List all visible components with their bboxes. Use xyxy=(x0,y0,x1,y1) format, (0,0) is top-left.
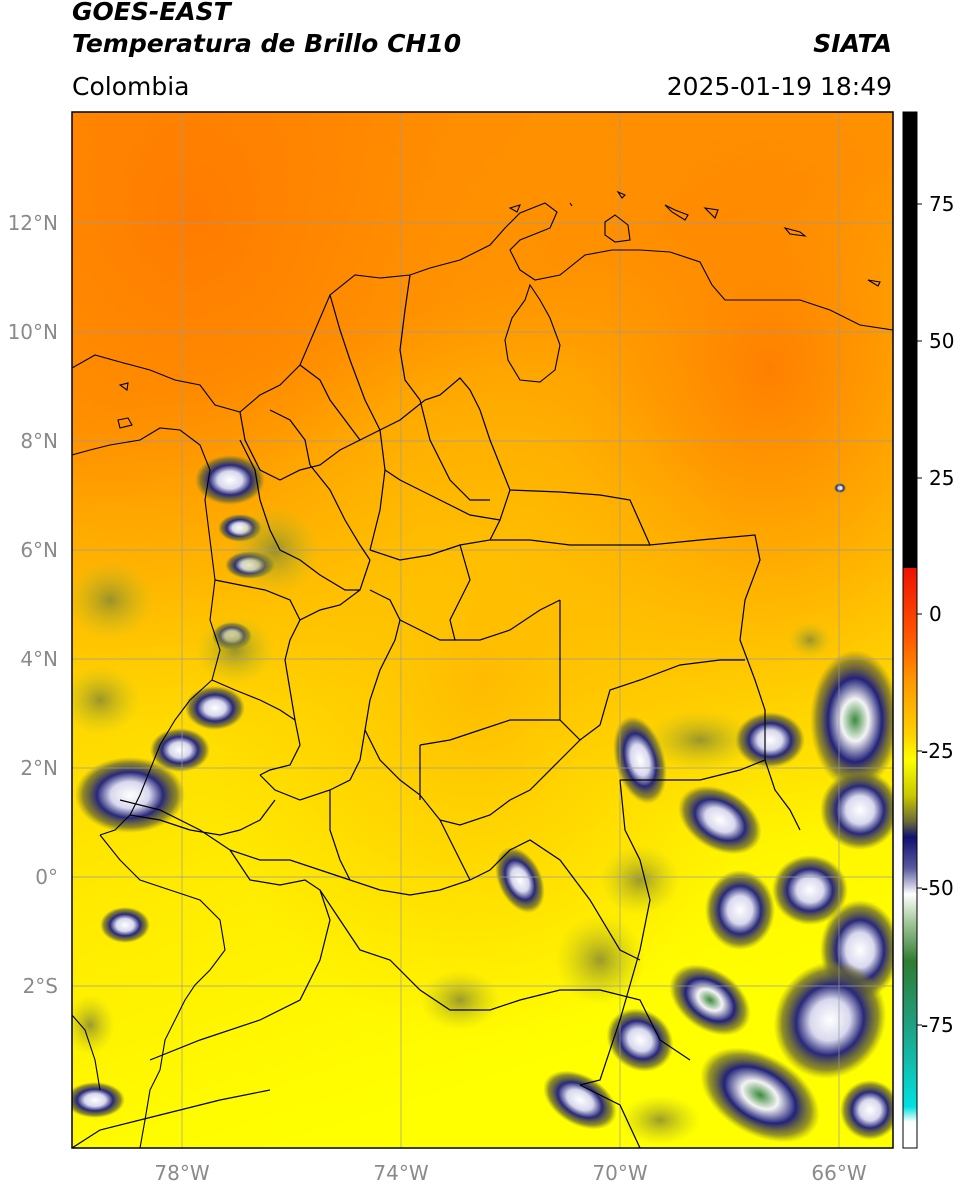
colorbar: 75 50 25 0 -25 -50 -75 xyxy=(902,111,954,1149)
cloud-clusters xyxy=(72,455,893,1145)
colorbar-tick-label: -75 xyxy=(921,1013,954,1037)
timestamp-label: 2025-01-19 18:49 xyxy=(667,72,892,101)
figure-header: GOES-EAST Temperatura de Brillo CH10 Col… xyxy=(72,0,892,101)
agency-label: SIATA xyxy=(813,29,892,58)
product-title: Temperatura de Brillo CH10 xyxy=(72,29,461,58)
map-panel xyxy=(72,112,893,1148)
lon-tick-label: 66°W xyxy=(811,1161,866,1185)
colorbar-tick-label: 75 xyxy=(929,192,954,216)
longitude-axis: 78°W 74°W 70°W 66°W xyxy=(154,1161,866,1185)
lon-tick-label: 78°W xyxy=(154,1161,209,1185)
colorbar-ticks xyxy=(917,203,922,1026)
lat-tick-label: 2°N xyxy=(20,756,58,780)
lon-tick-label: 70°W xyxy=(592,1161,647,1185)
map-frame xyxy=(71,111,894,1149)
colorbar-tick-label: 0 xyxy=(929,602,942,626)
colorbar-gradient xyxy=(902,111,918,1149)
colorbar-tick-label: 25 xyxy=(929,466,954,490)
colorbar-tick-label: -50 xyxy=(921,876,954,900)
region-label: Colombia xyxy=(72,72,189,101)
lon-tick-label: 74°W xyxy=(373,1161,428,1185)
lat-tick-label: 12°N xyxy=(8,211,58,235)
lat-tick-label: 2°S xyxy=(23,974,58,998)
lat-tick-label: 8°N xyxy=(20,429,58,453)
lat-tick-label: 6°N xyxy=(20,538,58,562)
source-title: GOES-EAST xyxy=(72,0,233,26)
country-borders xyxy=(72,377,801,1148)
colorbar-tick-label: -25 xyxy=(921,739,954,763)
colorbar-tick-label: 50 xyxy=(929,329,954,353)
department-borders xyxy=(129,274,650,881)
latitude-axis: 12°N 10°N 8°N 6°N 4°N 2°N 0° 2°S xyxy=(8,211,58,998)
coastlines xyxy=(72,190,893,1148)
graticule xyxy=(72,112,893,1148)
lat-tick-label: 10°N xyxy=(8,320,58,344)
lat-tick-label: 0° xyxy=(35,865,58,889)
lat-tick-label: 4°N xyxy=(20,647,58,671)
